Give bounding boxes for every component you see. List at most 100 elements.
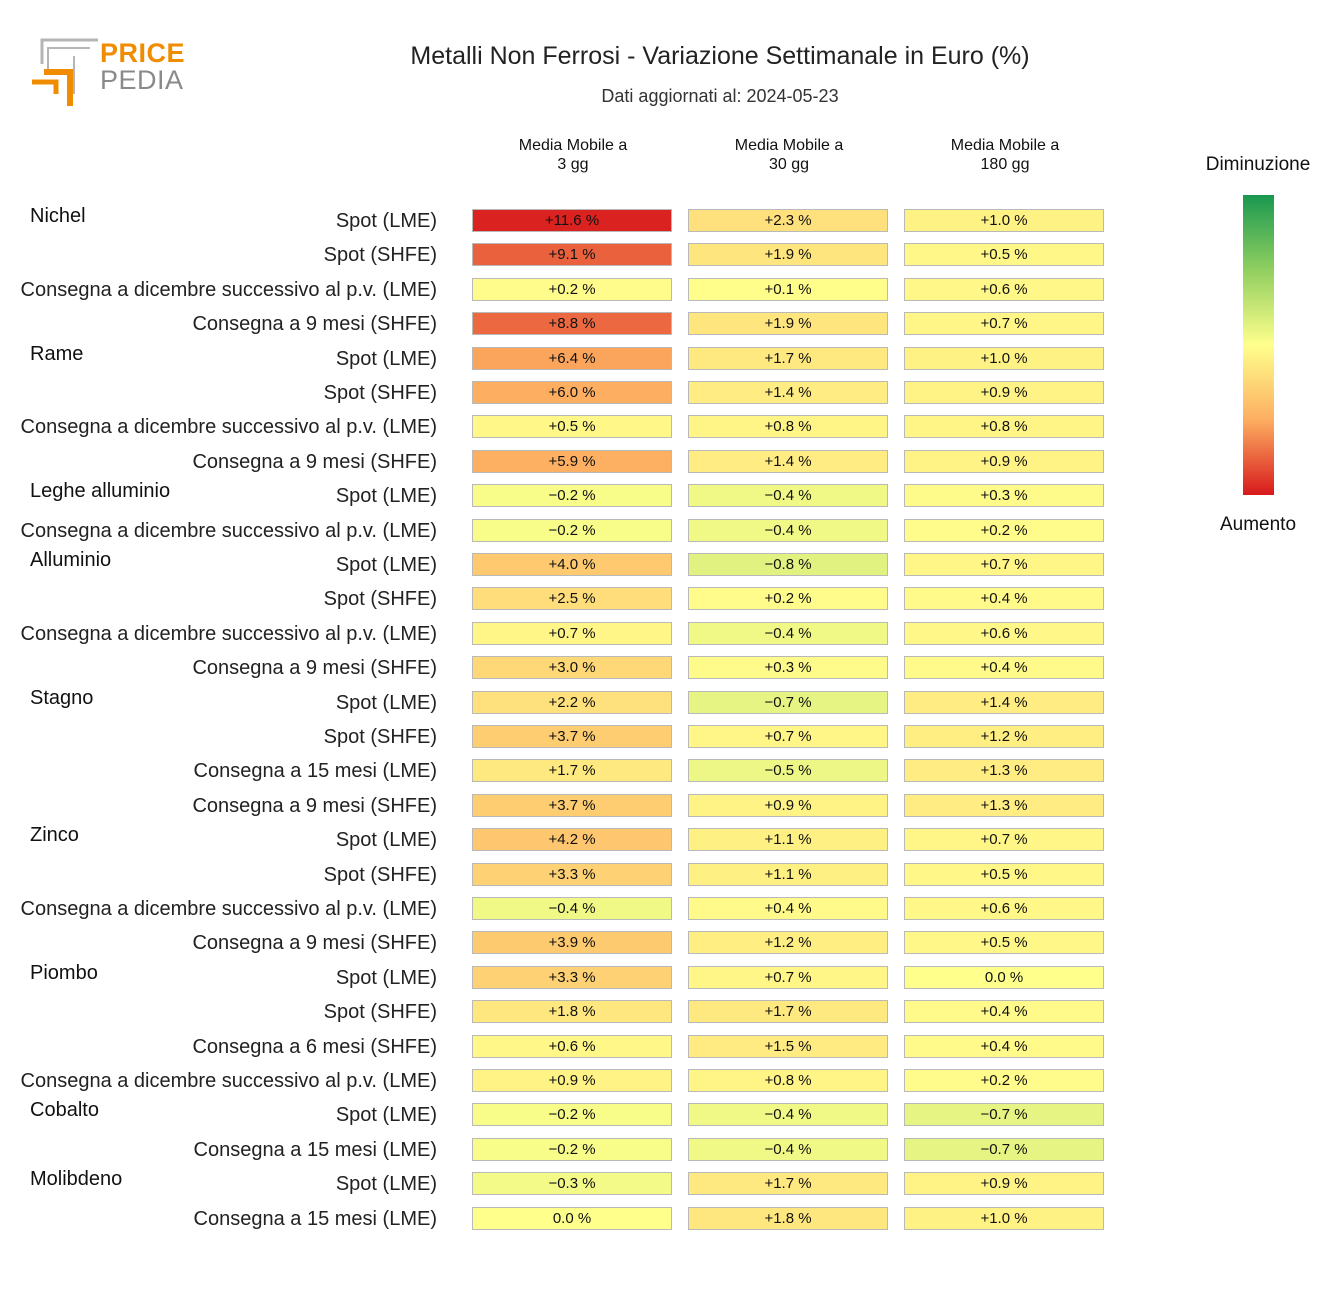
heatmap-cell: −0.2 % (472, 518, 672, 542)
heatmap-cell: +0.2 % (904, 1069, 1104, 1092)
heatmap-cell: −0.4 % (688, 518, 888, 542)
legend-label-top: Diminuzione (1205, 154, 1311, 175)
metal-group-label: Rame (30, 342, 84, 365)
row-label: Consegna a 9 mesi (SHFE) (192, 450, 437, 473)
logo-text-pedia: PEDIA (100, 65, 184, 95)
heatmap-cell: 0.0 % (472, 1206, 672, 1230)
heatmap-cell: +0.9 % (688, 793, 888, 817)
heatmap-cell: +0.9 % (904, 1172, 1104, 1196)
heatmap-cell: −0.7 % (688, 690, 888, 714)
heatmap-cell: +0.2 % (904, 518, 1104, 542)
column-header: Media Mobile a 180 gg (950, 137, 1060, 173)
row-label: Consegna a 15 mesi (LME) (193, 1207, 437, 1230)
row-label: Consegna a dicembre successivo al p.v. (… (20, 622, 437, 645)
heatmap-cell: +0.7 % (904, 553, 1104, 576)
row-label: Spot (SHFE) (323, 1001, 437, 1024)
heatmap-cell: +5.9 % (472, 449, 672, 473)
heatmap-cell: +0.6 % (904, 897, 1104, 920)
heatmap-cell: +0.9 % (472, 1069, 672, 1092)
metal-group-label: Molibdeno (30, 1168, 123, 1191)
heatmap-cell: +0.4 % (904, 1000, 1104, 1024)
heatmap-cell: +0.6 % (904, 621, 1104, 645)
heatmap-cell: +0.8 % (688, 415, 888, 439)
heatmap-cell: −0.4 % (472, 897, 672, 920)
row-label: Consegna a dicembre successivo al p.v. (… (20, 1070, 437, 1092)
heatmap-cell: +4.0 % (472, 553, 672, 576)
heatmap-cell: +0.4 % (688, 897, 888, 920)
heatmap-cell: +3.3 % (472, 862, 672, 886)
metal-group-label: Alluminio (30, 549, 112, 571)
row-label: Spot (LME) (335, 554, 437, 576)
chart-subtitle: Dati aggiornati al: 2024-05-23 (601, 86, 839, 106)
heatmap-cell: +3.0 % (472, 656, 672, 680)
logo-mark-icon (32, 38, 98, 106)
heatmap-cell: +8.8 % (472, 312, 672, 336)
row-label: Consegna a dicembre successivo al p.v. (… (20, 278, 437, 301)
heatmap-cell: −0.2 % (472, 1103, 672, 1127)
heatmap-cell: +0.9 % (904, 449, 1104, 473)
heatmap-cell: +2.3 % (688, 209, 888, 232)
metal-group-label: Nichel (30, 205, 86, 227)
row-label: Consegna a 9 mesi (SHFE) (192, 657, 437, 680)
row-label: Spot (SHFE) (323, 726, 437, 748)
heatmap-cell: +6.0 % (472, 381, 672, 404)
heatmap-cell: −0.2 % (472, 1137, 672, 1161)
heatmap-cell: 0.0 % (904, 965, 1104, 989)
heatmap-cell: +3.3 % (472, 965, 672, 989)
heatmap-cell: +0.5 % (904, 862, 1104, 886)
heatmap-cell: +1.4 % (688, 449, 888, 473)
heatmap-cell: −0.5 % (688, 759, 888, 783)
heatmap-cell: +4.2 % (472, 828, 672, 852)
row-label: Consegna a 9 mesi (SHFE) (192, 313, 437, 336)
row-label: Spot (SHFE) (323, 244, 437, 267)
heatmap-cell: +1.7 % (688, 346, 888, 370)
heatmap-cell: +0.5 % (904, 931, 1104, 955)
heatmap-cell: +1.8 % (472, 1000, 672, 1024)
row-label: Consegna a dicembre successivo al p.v. (… (20, 898, 437, 920)
heatmap-cell: +3.9 % (472, 931, 672, 955)
metal-group-label: Zinco (30, 824, 79, 847)
heatmap-cell: −0.4 % (688, 484, 888, 508)
row-label: Spot (LME) (335, 829, 437, 852)
heatmap-cell: +1.8 % (688, 1206, 888, 1230)
heatmap-cell: +0.7 % (688, 965, 888, 989)
row-label: Consegna a 9 mesi (SHFE) (192, 932, 437, 955)
heatmap-cell: +1.0 % (904, 209, 1104, 232)
heatmap-cell: +0.3 % (904, 484, 1104, 508)
heatmap-cell: +1.1 % (688, 828, 888, 852)
row-label: Consegna a 6 mesi (SHFE) (192, 1035, 437, 1058)
heatmap-cell: +0.8 % (904, 415, 1104, 439)
heatmap-cell: −0.4 % (688, 1103, 888, 1127)
heatmap-cell: +1.5 % (688, 1034, 888, 1058)
heatmap-cell: +0.4 % (904, 587, 1104, 611)
heatmap-cell: +1.0 % (904, 1206, 1104, 1230)
heatmap-cell: −0.2 % (472, 484, 672, 508)
legend-color-bar (1243, 195, 1274, 495)
row-label: Spot (LME) (335, 966, 437, 989)
heatmap-cell: +1.4 % (904, 690, 1104, 714)
heatmap-cell: +9.1 % (472, 243, 672, 267)
heatmap-cell: +1.7 % (688, 1172, 888, 1196)
metal-group-label: Piombo (30, 961, 98, 984)
heatmap-cell: +11.6 % (472, 209, 672, 232)
row-label: Spot (LME) (335, 1104, 437, 1127)
metal-group-label: Stagno (30, 686, 94, 709)
logo-text-price: PRICE (100, 38, 186, 68)
heatmap-cell: +2.2 % (472, 690, 672, 714)
row-label: Spot (SHFE) (323, 588, 437, 611)
heatmap-cell: −0.7 % (904, 1103, 1104, 1127)
heatmap-cell: −0.8 % (688, 553, 888, 576)
heatmap-cell: +2.5 % (472, 587, 672, 611)
metal-group-label: Leghe alluminio (30, 480, 171, 503)
legend-label-bottom: Aumento (1219, 514, 1297, 535)
row-label: Consegna a 15 mesi (LME) (193, 760, 437, 783)
heatmap-cell: +1.9 % (688, 312, 888, 336)
row-label: Spot (LME) (335, 485, 437, 508)
heatmap-cell: +0.5 % (904, 243, 1104, 267)
row-label: Spot (LME) (335, 347, 437, 370)
heatmap-cell: +0.7 % (904, 312, 1104, 336)
row-label: Spot (LME) (335, 210, 437, 232)
row-label: Spot (SHFE) (323, 863, 437, 886)
heatmap-cell: +0.4 % (904, 1034, 1104, 1058)
